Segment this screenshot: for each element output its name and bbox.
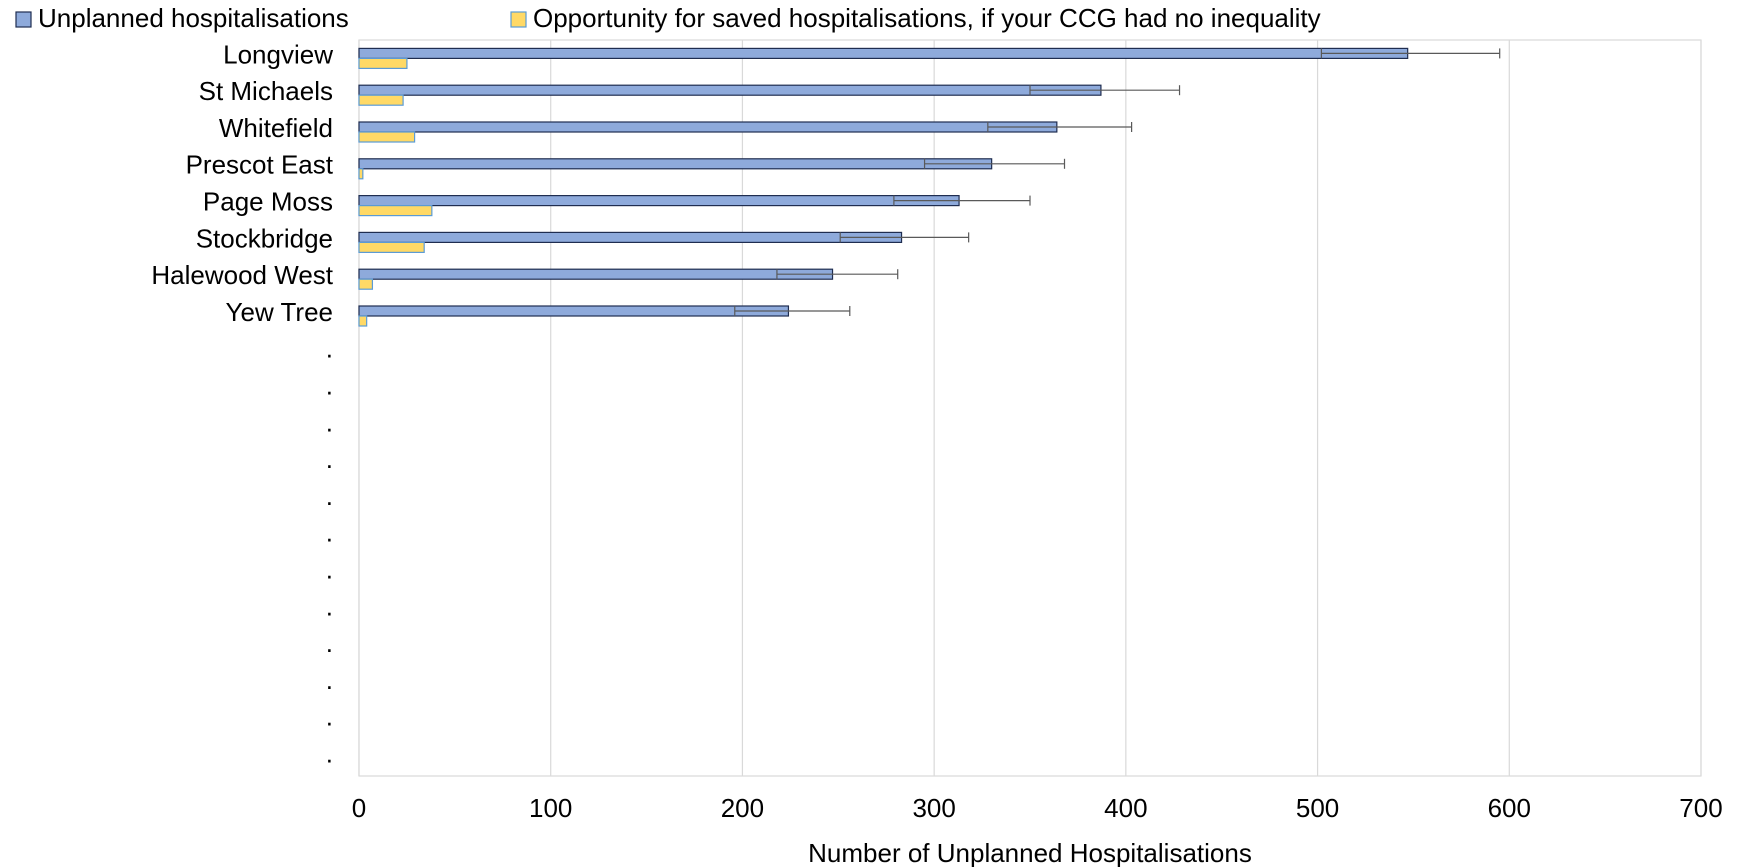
bar: [358, 315, 368, 327]
y-tick-label: Yew Tree: [226, 297, 333, 327]
y-tick-label: .: [326, 665, 333, 695]
legend-swatch: [510, 11, 527, 28]
bar: [358, 84, 1102, 96]
bar: [358, 305, 790, 317]
legend-label: Opportunity for saved hospitalisations, …: [533, 3, 1321, 33]
bar: [358, 195, 960, 207]
y-tick-label: .: [326, 518, 333, 548]
y-tick-label: Whitefield: [219, 113, 333, 143]
y-tick-label: .: [326, 444, 333, 474]
x-tick-label: 200: [721, 793, 764, 823]
bar: [358, 121, 1058, 133]
y-tick-label: .: [326, 554, 333, 584]
legend-label: Unplanned hospitalisations: [38, 3, 349, 33]
y-tick-label: Halewood West: [151, 260, 333, 290]
bar: [358, 94, 404, 106]
bar: [358, 268, 834, 280]
y-tick-label: St Michaels: [199, 76, 333, 106]
y-tick-label: .: [326, 370, 333, 400]
bar: [358, 47, 1409, 60]
bar: [358, 57, 408, 70]
y-tick-label: .: [326, 407, 333, 437]
x-tick-label: 600: [1488, 793, 1531, 823]
bar: [358, 205, 433, 217]
y-tick-label: .: [326, 334, 333, 364]
bar: [358, 131, 416, 143]
y-tick-label: Stockbridge: [196, 223, 333, 253]
x-tick-label: 400: [1104, 793, 1147, 823]
bar: [358, 241, 425, 253]
y-tick-label: .: [326, 628, 333, 658]
bar: [358, 168, 364, 180]
x-tick-label: 300: [912, 793, 955, 823]
y-tick-label: .: [326, 738, 333, 768]
y-tick-label: Prescot East: [186, 150, 334, 180]
y-tick-label: .: [326, 481, 333, 511]
x-axis-title: Number of Unplanned Hospitalisations: [808, 838, 1252, 867]
bar: [358, 158, 993, 170]
x-tick-label: 0: [352, 793, 366, 823]
y-tick-label: .: [326, 702, 333, 732]
bar: [358, 278, 374, 290]
plot-border: [358, 39, 1702, 777]
legend-swatch: [15, 11, 32, 28]
bar: [358, 231, 903, 243]
y-tick-label: Longview: [223, 39, 333, 69]
x-tick-label: 100: [529, 793, 572, 823]
y-tick-label: Page Moss: [203, 186, 333, 216]
x-tick-label: 500: [1296, 793, 1339, 823]
y-tick-label: .: [326, 591, 333, 621]
x-tick-label: 700: [1679, 793, 1722, 823]
